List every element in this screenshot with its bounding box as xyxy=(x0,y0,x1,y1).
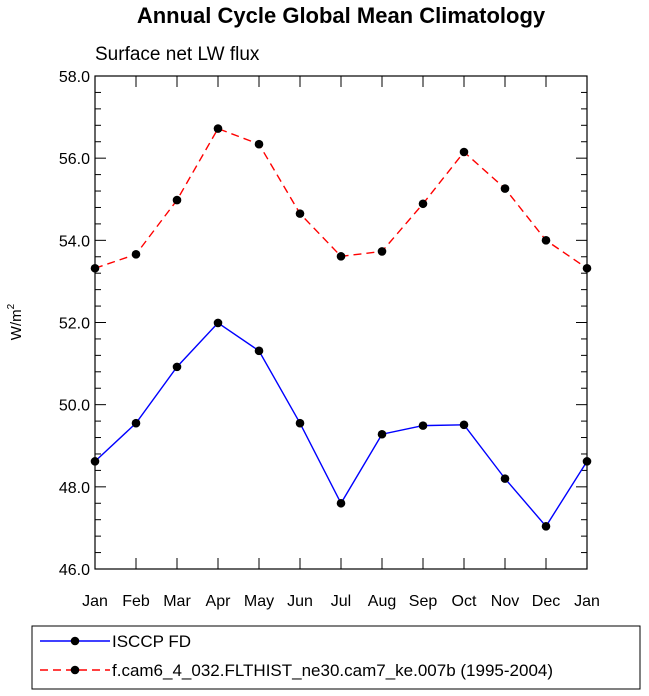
y-tick-label: 54.0 xyxy=(59,233,90,250)
legend-label-1: ISCCP FD xyxy=(112,632,191,651)
series-2-point xyxy=(541,236,551,245)
series-1-point xyxy=(541,521,551,531)
x-tick-label: Jan xyxy=(82,593,108,610)
series-2-point xyxy=(336,252,346,261)
x-tick-label: Jul xyxy=(331,593,351,610)
series-1-point xyxy=(172,362,182,372)
series-2-point xyxy=(459,147,469,157)
axis-ticks xyxy=(94,75,588,570)
series-1-point xyxy=(459,420,469,430)
series-2-point xyxy=(295,209,305,218)
series-1-point xyxy=(418,421,428,430)
x-tick-label: Jan xyxy=(574,593,600,610)
series-2-point xyxy=(254,139,264,149)
svg-text:W/m2: W/m2 xyxy=(6,303,25,340)
y-tick-label: 46.0 xyxy=(59,562,90,579)
y-axis-label: W/m2 xyxy=(6,303,25,340)
y-axis-label-text: W/m xyxy=(8,309,25,340)
chart-subtitle: Surface net LW flux xyxy=(95,44,260,65)
series-2-point xyxy=(172,195,182,205)
plot-frame xyxy=(94,75,588,570)
chart-title: Annual Cycle Global Mean Climatology xyxy=(137,3,546,28)
y-tick-label: 50.0 xyxy=(59,398,90,415)
series-line-2 xyxy=(94,127,588,269)
series-2-point xyxy=(500,184,510,193)
legend-box xyxy=(31,625,641,690)
series-1-point xyxy=(336,498,346,508)
x-tick-label: Feb xyxy=(122,593,150,610)
x-tick-label: Jun xyxy=(287,593,313,610)
series-2-point xyxy=(213,124,223,133)
x-tick-label: Mar xyxy=(163,593,191,610)
series-2-point xyxy=(377,247,387,256)
series-2-point xyxy=(418,199,428,209)
x-tick-label: Apr xyxy=(206,593,232,610)
y-tick-labels: 46.0 48.0 50.0 52.0 54.0 56.0 58.0 xyxy=(59,69,90,579)
series-1-point xyxy=(254,346,264,356)
data-series xyxy=(90,124,592,531)
y-axis-label-superscript: 2 xyxy=(6,303,17,309)
series-1-point xyxy=(131,418,141,428)
series-1-point xyxy=(377,429,387,439)
y-tick-label: 58.0 xyxy=(59,69,90,86)
series-line-1 xyxy=(94,321,588,528)
x-tick-label: Nov xyxy=(491,593,519,610)
y-tick-label: 56.0 xyxy=(59,151,90,168)
x-tick-label: Dec xyxy=(532,593,560,610)
legend: ISCCP FD f.cam6_4_032.FLTHIST_ne30.cam7_k… xyxy=(31,625,641,690)
legend-marker-1 xyxy=(70,636,80,646)
x-tick-label: Aug xyxy=(368,593,396,610)
series-1-point xyxy=(295,418,305,428)
legend-marker-2 xyxy=(70,665,80,675)
x-tick-labels: Jan Feb Mar Apr May Jun Jul Aug Sep Oct Nov Dec Jan xyxy=(82,593,600,610)
series-1-point xyxy=(500,474,510,483)
legend-label-2: f.cam6_4_032.FLTHIST_ne30.cam7_ke.007b (… xyxy=(112,661,553,680)
x-tick-label: Sep xyxy=(409,593,438,610)
y-tick-label: 52.0 xyxy=(59,316,90,333)
series-1-point xyxy=(213,318,223,328)
y-tick-label: 48.0 xyxy=(59,480,90,497)
x-tick-label: May xyxy=(244,593,274,610)
series-2-point xyxy=(131,250,141,259)
x-tick-label: Oct xyxy=(452,593,477,610)
